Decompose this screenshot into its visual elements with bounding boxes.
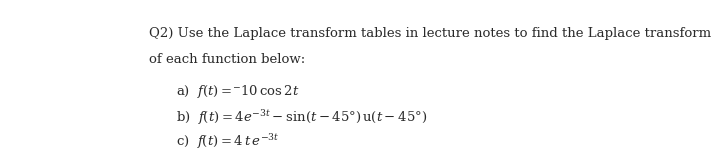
Text: of each function below:: of each function below: — [148, 53, 305, 66]
Text: b)  $f(t)= 4e^{-3t} - \sin(t-45°)\,\mathrm{u}(t-45°)$: b) $f(t)= 4e^{-3t} - \sin(t-45°)\,\mathr… — [176, 108, 428, 127]
Text: Q2) Use the Laplace transform tables in lecture notes to find the Laplace transf: Q2) Use the Laplace transform tables in … — [148, 27, 711, 40]
Text: a)  $f(t)=\!{}^{-}10\,\cos 2t$: a) $f(t)=\!{}^{-}10\,\cos 2t$ — [176, 83, 300, 100]
Text: c)  $f(t)= 4\,t\,e^{-3t}$: c) $f(t)= 4\,t\,e^{-3t}$ — [176, 132, 280, 151]
